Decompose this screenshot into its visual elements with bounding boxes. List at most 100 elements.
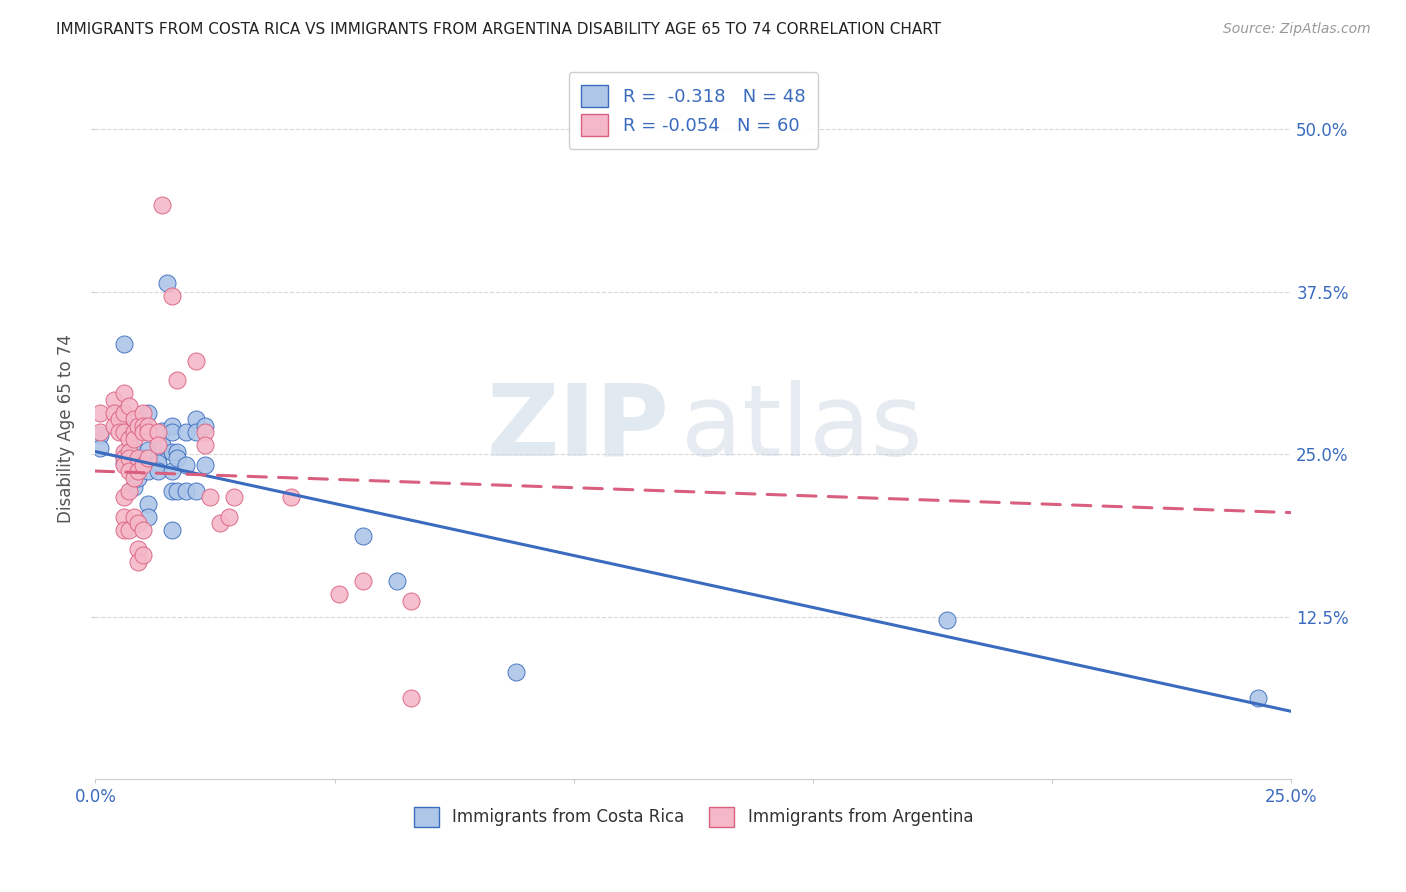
Legend: Immigrants from Costa Rica, Immigrants from Argentina: Immigrants from Costa Rica, Immigrants f… [406,800,980,834]
Point [112,444,135,458]
Point [352,574,374,589]
Point [150,438,173,452]
Point [166,483,188,498]
Point [160,464,183,478]
Point [166,444,188,458]
Point [136,406,159,420]
Point [118,523,141,537]
Point [150,424,173,438]
Point [89,441,111,455]
Point [352,529,374,543]
Point [174,458,197,472]
Point [184,353,207,368]
Point [103,392,125,407]
Point [112,406,135,420]
Point [122,509,145,524]
Point [89,427,111,442]
Point [146,438,169,452]
Point [136,443,159,458]
Point [122,456,145,470]
Point [132,406,155,420]
Point [136,418,159,433]
Point [112,336,135,351]
Point [146,464,169,478]
Point [505,665,527,680]
Point [174,425,197,439]
Point [136,509,159,524]
Point [118,464,141,478]
Point [160,425,183,439]
Point [118,451,141,466]
Point [132,424,155,438]
Point [132,418,155,433]
Point [184,425,207,439]
Point [150,198,173,212]
Point [132,425,155,439]
Point [146,425,169,439]
Text: ZIP: ZIP [486,380,669,476]
Point [146,450,169,464]
Point [112,458,135,472]
Point [122,480,145,494]
Point [127,463,149,477]
Text: atlas: atlas [682,380,922,476]
Text: Source: ZipAtlas.com: Source: ZipAtlas.com [1223,22,1371,37]
Point [160,483,183,498]
Point [122,443,145,458]
Point [132,523,155,537]
Point [385,574,408,589]
Point [89,425,111,439]
Point [122,432,145,446]
Point [118,483,141,498]
Point [136,464,159,478]
Point [112,415,135,429]
Point [194,438,217,452]
Point [136,496,159,510]
Point [122,412,145,426]
Point [399,594,422,608]
Point [160,418,183,433]
Point [136,451,159,466]
Point [184,483,207,498]
Point [112,425,135,439]
Point [146,456,169,470]
Point [280,490,302,504]
Point [208,516,231,530]
Text: IMMIGRANTS FROM COSTA RICA VS IMMIGRANTS FROM ARGENTINA DISABILITY AGE 65 TO 74 : IMMIGRANTS FROM COSTA RICA VS IMMIGRANTS… [56,22,942,37]
Point [399,691,422,706]
Point [112,386,135,401]
Point [108,412,131,426]
Point [118,399,141,413]
Point [112,456,135,470]
Point [127,516,149,530]
Point [156,276,179,290]
Point [118,432,141,446]
Point [112,523,135,537]
Point [103,406,125,420]
Point [122,470,145,484]
Point [127,555,149,569]
Point [118,444,141,458]
Point [127,451,149,466]
Point [112,509,135,524]
Point [194,425,217,439]
Point [328,587,350,601]
Point [127,456,149,470]
Y-axis label: Disability Age 65 to 74: Disability Age 65 to 74 [58,334,75,523]
Point [184,412,207,426]
Point [166,373,188,387]
Point [132,450,155,464]
Point [160,288,183,302]
Point [132,549,155,563]
Point [160,523,183,537]
Point [194,418,217,433]
Point [127,464,149,478]
Point [127,470,149,484]
Point [132,458,155,472]
Point [222,490,245,504]
Point [166,451,188,466]
Point [112,451,135,466]
Point [122,425,145,439]
Point [160,444,183,458]
Point [198,490,221,504]
